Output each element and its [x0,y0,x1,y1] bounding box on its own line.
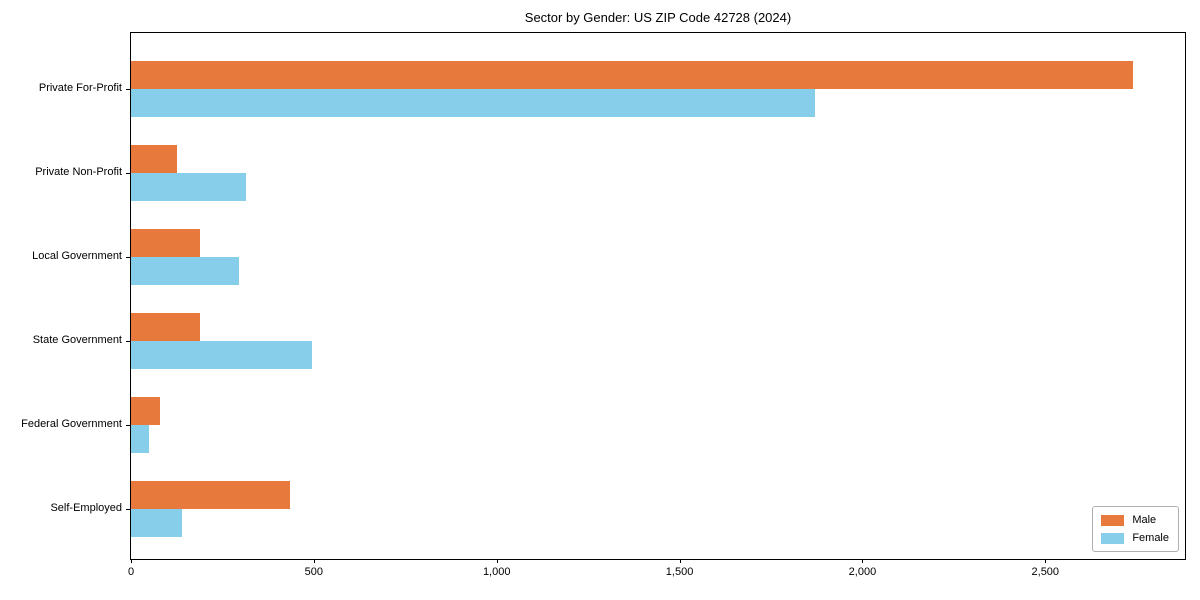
y-tick-label: State Government [32,334,122,346]
plot-area: 0 500 1,000 1,500 2,000 2,500 Male Female [126,32,1186,578]
x-tick-label: 1,000 [482,566,511,578]
y-tick-mark [126,341,130,342]
bar-male-self-employed [131,481,291,509]
legend-entry-female: Female [1101,532,1169,544]
x-tick-mark [1045,559,1047,563]
bar-male-federal-government [131,397,161,425]
y-tick-mark [126,509,130,510]
y-tick-mark [126,173,130,174]
bar-female-local-government [131,257,239,285]
bar-male-state-government [131,313,201,341]
bar-female-state-government [131,341,313,369]
legend-label-male: Male [1132,514,1157,526]
bar-male-local-government [131,229,201,257]
female-swatch [1101,532,1125,544]
x-tick-mark [131,559,132,563]
bar-female-private-for-profit [131,89,815,117]
y-tick-label: Local Government [32,250,122,262]
x-tick-mark [679,559,681,563]
x-tick-label: 2,000 [848,566,877,578]
x-tick-mark [862,559,864,563]
bar-male-private-for-profit [131,61,1134,89]
bar-male-private-non-profit [131,145,177,173]
x-tick-label: 2,500 [1031,566,1060,578]
y-tick-label: Private Non-Profit [35,166,122,178]
bar-female-federal-government [131,425,150,453]
legend: Male Female [1092,506,1179,552]
y-tick-label: Self-Employed [50,502,122,514]
y-tick-label: Federal Government [21,418,122,430]
legend-entry-male: Male [1101,514,1169,526]
x-tick-label: 500 [304,566,324,578]
y-tick-label: Private For-Profit [38,82,122,94]
bar-female-self-employed [131,509,183,537]
y-tick-mark [126,425,130,426]
y-tick-mark [126,89,130,90]
x-tick-label: 1,500 [665,566,694,578]
male-swatch [1101,514,1125,526]
x-tick-mark [313,559,315,563]
bar-female-private-non-profit [131,173,247,201]
legend-label-female: Female [1132,532,1169,544]
y-tick-mark [126,257,130,258]
chart-title: Sector by Gender: US ZIP Code 42728 (202… [524,10,792,25]
x-tick-label: 0 [127,566,135,578]
x-tick-mark [496,559,498,563]
